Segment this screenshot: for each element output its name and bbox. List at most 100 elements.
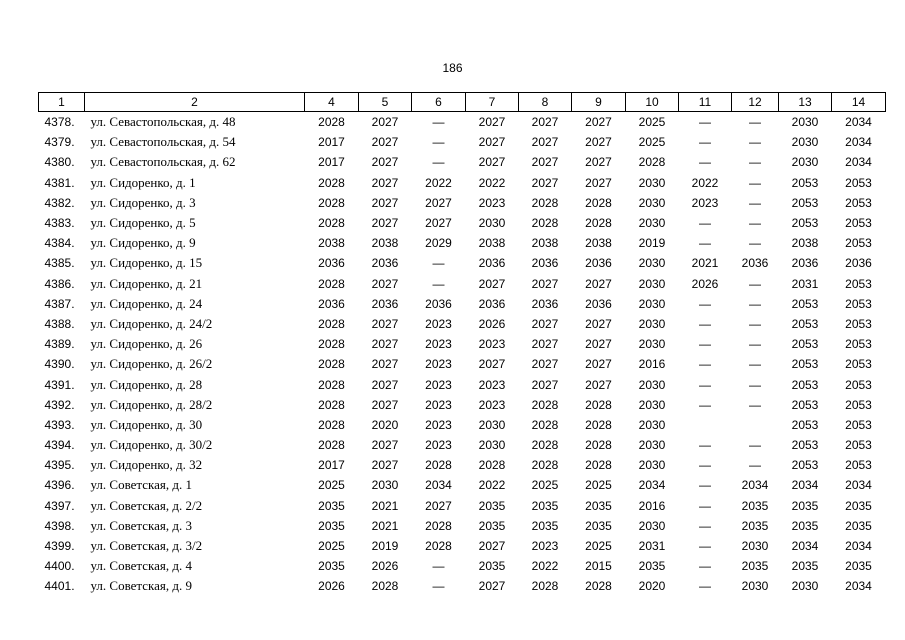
table-cell: 2030 xyxy=(638,417,666,432)
table-cell: 2028 xyxy=(318,438,345,453)
table-cell: 2053 xyxy=(791,175,819,190)
table-cell: 2053 xyxy=(845,438,872,453)
table-cell: 2023 xyxy=(478,397,506,412)
table-cell: 2053 xyxy=(845,236,872,251)
table-cell: 2036 xyxy=(531,296,559,311)
table-cell: 2027 xyxy=(585,357,612,372)
table-cell: 2017 xyxy=(318,155,345,170)
table-row: 4382. ул. Сидоренко, д. 3 2028 2027 2027 2023… xyxy=(39,193,886,213)
table-cell: 4382. xyxy=(44,195,75,210)
table-cell: 2053 xyxy=(791,397,819,412)
table-cell: — xyxy=(749,216,761,231)
table-cell: 2030 xyxy=(478,438,506,453)
table-cell: 4397. xyxy=(44,498,75,513)
table-cell: 2027 xyxy=(531,337,559,352)
table-cell: — xyxy=(699,155,711,170)
table-row: 4384. ул. Сидоренко, д. 9 2038 2038 2029 2038… xyxy=(39,233,886,253)
table-cell: 2028 xyxy=(318,175,345,190)
table-cell: 2030 xyxy=(638,316,666,331)
table-cell: 2020 xyxy=(638,579,666,594)
table-cell: 2053 xyxy=(791,316,819,331)
table-cell: 2030 xyxy=(638,377,666,392)
table-cell: 2022 xyxy=(478,175,506,190)
table-cell: 2027 xyxy=(478,539,506,554)
table-cell: 2053 xyxy=(791,438,819,453)
table-cell: 4401. xyxy=(44,579,75,594)
table-cell: 2028 xyxy=(585,458,612,473)
table-row: 4398. ул. Советская, д. 3 2035 2021 2028 2035… xyxy=(39,516,886,536)
header-cell: 12 xyxy=(731,92,779,112)
table-cell: 4400. xyxy=(44,559,75,574)
table-cell: 2022 xyxy=(691,175,719,190)
table-cell: 2028 xyxy=(318,357,345,372)
table-cell: — xyxy=(749,195,761,210)
table-cell: 2038 xyxy=(318,236,345,251)
table-cell: 2036 xyxy=(318,296,345,311)
table-cell: — xyxy=(749,438,761,453)
table-cell: 2034 xyxy=(845,115,872,130)
table-cell: 4380. xyxy=(44,155,75,170)
table-cell: 4388. xyxy=(44,316,75,331)
table-cell: 2053 xyxy=(845,296,872,311)
table-cell: 2034 xyxy=(741,478,769,493)
table-cell: 2036 xyxy=(371,296,399,311)
table-cell: — xyxy=(699,216,711,231)
table-row: 4386. ул. Сидоренко, д. 21 2028 2027 — 2027 20… xyxy=(39,274,886,294)
table-cell: 2028 xyxy=(531,579,559,594)
table-cell: 2027 xyxy=(371,175,399,190)
table-cell: 2034 xyxy=(638,478,666,493)
table-cell: 4385. xyxy=(44,256,75,271)
table-cell: 2028 xyxy=(531,417,559,432)
header-cell: 4 xyxy=(304,92,359,112)
table-cell: 2028 xyxy=(318,417,345,432)
table-cell: — xyxy=(699,478,711,493)
header-cell: 5 xyxy=(358,92,412,112)
table-cell: 4381. xyxy=(44,175,75,190)
table-cell: 2030 xyxy=(638,337,666,352)
table-cell: 4394. xyxy=(44,438,75,453)
table-cell: 2027 xyxy=(531,135,559,150)
header-cell: 14 xyxy=(831,92,886,112)
table-cell: 2025 xyxy=(585,539,612,554)
table-cell: 2030 xyxy=(478,216,506,231)
table-cell: 2025 xyxy=(531,478,559,493)
table-cell: 2034 xyxy=(845,579,872,594)
table-cell: 2038 xyxy=(478,236,506,251)
table-cell: 2025 xyxy=(638,115,666,130)
table-cell: ул. Советская, д. 2/2 xyxy=(90,497,203,513)
table-cell: 2036 xyxy=(585,256,612,271)
table-cell: ул. Сидоренко, д. 5 xyxy=(90,215,196,231)
table-cell: — xyxy=(432,135,445,150)
table-cell: — xyxy=(432,115,445,130)
table-cell: 2030 xyxy=(638,195,666,210)
table-cell: 2034 xyxy=(425,478,452,493)
table-cell: — xyxy=(749,135,761,150)
table-cell: 2053 xyxy=(845,357,872,372)
table-cell: 2025 xyxy=(585,478,612,493)
table-cell: 2036 xyxy=(845,256,872,271)
table-cell: ул. Советская, д. 4 xyxy=(90,558,193,574)
table-cell: 2036 xyxy=(425,296,452,311)
table-cell: — xyxy=(699,518,711,533)
table-cell: 2053 xyxy=(791,195,819,210)
table-cell: 2017 xyxy=(318,135,345,150)
table-cell: 2027 xyxy=(425,498,452,513)
table-cell: ул. Сидоренко, д. 15 xyxy=(90,255,203,271)
table-cell: 2026 xyxy=(691,276,719,291)
table-cell: — xyxy=(699,115,711,130)
table-row: 4383. ул. Сидоренко, д. 5 2028 2027 2027 2030… xyxy=(39,213,886,233)
table-cell: 4389. xyxy=(44,337,75,352)
table-cell: 2035 xyxy=(791,559,819,574)
table-cell: ул. Сидоренко, д. 30 xyxy=(90,416,203,432)
table-cell: — xyxy=(749,155,761,170)
table-cell: 2028 xyxy=(478,458,506,473)
table-cell: 2036 xyxy=(478,296,506,311)
table-row: 4381. ул. Сидоренко, д. 1 2028 2027 2022 2022… xyxy=(39,173,886,193)
table-cell: — xyxy=(699,539,711,554)
table-cell: 2035 xyxy=(531,498,559,513)
table-cell: 2028 xyxy=(371,579,399,594)
table-cell: 2030 xyxy=(638,175,666,190)
table-cell: 4393. xyxy=(44,417,75,432)
table-cell: 2027 xyxy=(478,115,506,130)
table-cell: 2027 xyxy=(425,216,452,231)
